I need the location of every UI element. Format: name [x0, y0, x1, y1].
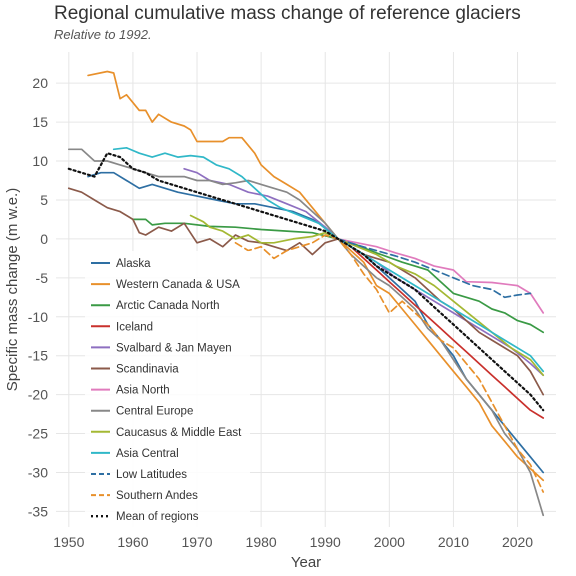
- series-line-1: [87, 70, 545, 482]
- y-tick-label: 15: [32, 114, 48, 130]
- y-axis-label: Specific mass change (m w.e.): [4, 188, 21, 391]
- y-tick-label: 10: [32, 153, 48, 169]
- series-line-5: [67, 187, 545, 396]
- legend-label: Southern Andes: [116, 490, 198, 502]
- legend-background: [85, 251, 250, 530]
- series-line-9: [112, 146, 545, 373]
- y-tick-label: -10: [28, 309, 48, 325]
- chart-subtitle: Relative to 1992.: [54, 27, 152, 42]
- x-tick-label: 2020: [502, 534, 533, 550]
- series-layer: [67, 70, 545, 517]
- x-tick-label: 1970: [181, 534, 212, 550]
- legend: Alaska Western Canada & USA Arctic Canada …: [91, 258, 242, 523]
- legend-label: Low Latitudes: [116, 469, 187, 481]
- y-tick-label: -25: [28, 426, 48, 442]
- x-tick-label: 2000: [374, 534, 405, 550]
- x-tick-label: 1950: [53, 534, 84, 550]
- tick-layer: 20 15 10 5 0 -5 -10 -15 -20 -25 -30 -35 1950 1960 1970…: [28, 75, 534, 550]
- legend-label: Iceland: [116, 321, 153, 333]
- y-tick-label: 5: [40, 192, 48, 208]
- legend-label: Arctic Canada North: [116, 300, 220, 312]
- series-line-11: [234, 234, 545, 493]
- legend-label: Western Canada & USA: [116, 279, 240, 291]
- series-line-10: [337, 238, 532, 299]
- y-tick-label: -15: [28, 348, 48, 364]
- y-tick-label: 20: [32, 75, 48, 91]
- x-tick-label: 1960: [117, 534, 148, 550]
- series-line-12: [67, 152, 545, 412]
- x-axis-label: Year: [291, 554, 321, 571]
- series-line-6: [337, 238, 545, 314]
- series-line-3: [337, 238, 545, 419]
- x-tick-label: 1990: [310, 534, 341, 550]
- legend-label: Asia Central: [116, 448, 179, 460]
- y-tick-label: -5: [36, 270, 49, 286]
- legend-label: Scandinavia: [116, 364, 179, 376]
- legend-label: Mean of regions: [116, 511, 199, 523]
- legend-label: Svalbard & Jan Mayen: [116, 342, 232, 354]
- chart-title: Regional cumulative mass change of refer…: [54, 3, 521, 24]
- y-tick-label: -35: [28, 503, 48, 519]
- x-tick-label: 2010: [438, 534, 469, 550]
- legend-label: Alaska: [116, 258, 151, 270]
- legend-label: Central Europe: [116, 406, 193, 418]
- y-tick-label: -30: [28, 464, 48, 480]
- legend-label: Asia North: [116, 385, 170, 397]
- y-tick-label: -20: [28, 387, 48, 403]
- y-tick-label: 0: [40, 231, 48, 247]
- legend-label: Caucasus & Middle East: [116, 427, 242, 439]
- x-tick-label: 1980: [246, 534, 277, 550]
